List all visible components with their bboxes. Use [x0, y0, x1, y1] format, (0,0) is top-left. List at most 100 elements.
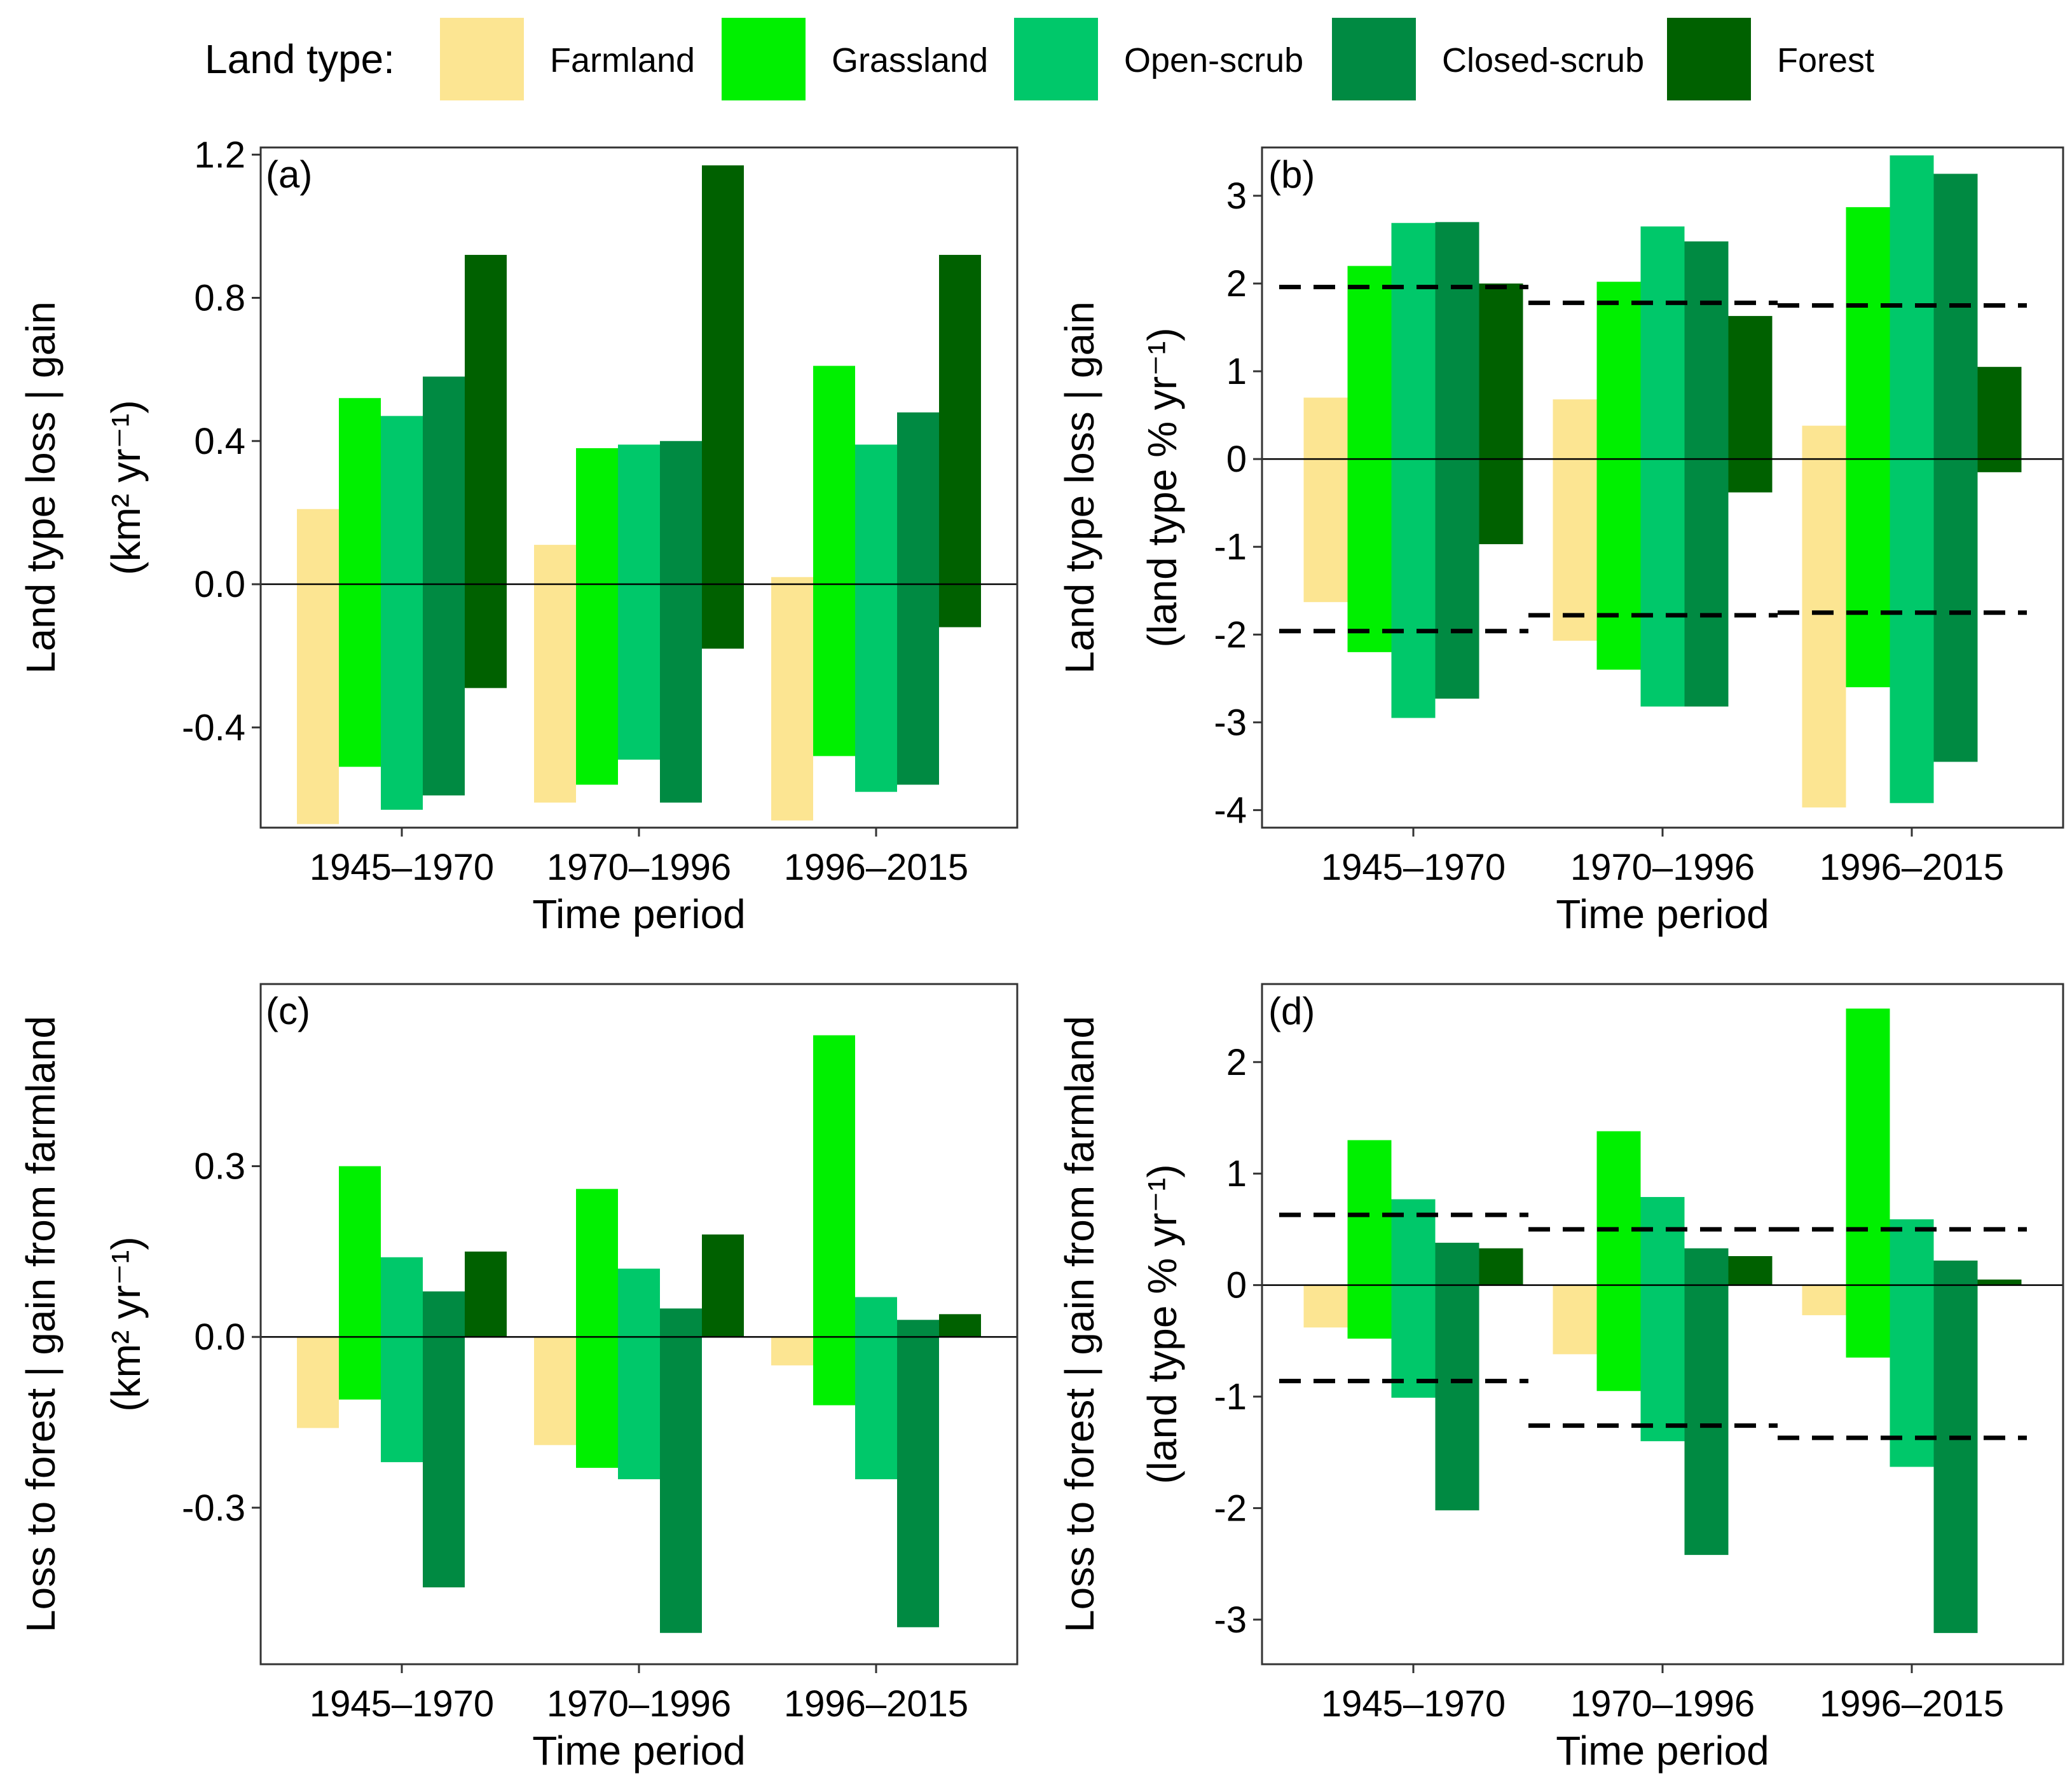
bar-c-forest-gain-0 — [465, 1251, 507, 1337]
bar-b-open-scrub-loss-0 — [1391, 459, 1436, 718]
ytick-label-d-3: 0 — [1226, 1265, 1247, 1306]
bar-a-forest-gain-0 — [465, 254, 507, 585]
bar-c-open-scrub-gain-1 — [618, 1268, 660, 1337]
bar-c-open-scrub-loss-2 — [855, 1337, 897, 1479]
xtick-label-a-0: 1945–1970 — [310, 847, 494, 888]
bar-a-forest-gain-2 — [939, 254, 981, 585]
ytick-label-a-2: 0.4 — [194, 421, 245, 462]
bar-d-open-scrub-gain-1 — [1640, 1197, 1685, 1285]
bar-b-grassland-loss-1 — [1596, 459, 1641, 670]
bar-b-open-scrub-gain-1 — [1640, 226, 1685, 460]
bar-d-open-scrub-loss-1 — [1640, 1285, 1685, 1442]
ytick-label-b-6: 2 — [1226, 263, 1247, 304]
bar-b-forest-loss-1 — [1728, 459, 1773, 493]
panel-c-xlabel: Time period — [532, 1728, 746, 1774]
bar-a-grassland-loss-2 — [813, 584, 855, 756]
bar-c-open-scrub-loss-0 — [381, 1337, 423, 1463]
panel-c-ylabel-line1: Loss to forest | gain from farmland — [18, 1016, 64, 1632]
bar-d-forest-gain-1 — [1728, 1256, 1773, 1285]
bar-b-grassland-loss-0 — [1347, 459, 1392, 652]
xtick-label-d-2: 1996–2015 — [1820, 1683, 2004, 1725]
bar-a-closed-scrub-gain-1 — [660, 441, 702, 585]
bar-d-grassland-loss-1 — [1596, 1285, 1641, 1392]
xtick-label-b-1: 1970–1996 — [1570, 847, 1755, 888]
bar-b-open-scrub-loss-1 — [1640, 459, 1685, 707]
ytick-label-b-1: -3 — [1214, 702, 1247, 743]
bar-b-forest-gain-0 — [1479, 284, 1523, 460]
bar-a-grassland-loss-0 — [339, 584, 381, 767]
bar-d-closed-scrub-loss-1 — [1684, 1285, 1729, 1556]
bar-a-forest-loss-2 — [939, 584, 981, 627]
bar-a-open-scrub-gain-1 — [618, 444, 660, 585]
bar-b-forest-loss-2 — [1977, 459, 2022, 472]
xtick-label-a-2: 1996–2015 — [784, 847, 968, 888]
xtick-label-c-2: 1996–2015 — [784, 1683, 968, 1725]
ytick-label-d-0: -3 — [1214, 1599, 1247, 1641]
panel-d-frame — [1261, 983, 2064, 1665]
bar-b-closed-scrub-gain-0 — [1435, 222, 1479, 460]
ytick-label-b-2: -2 — [1214, 614, 1247, 655]
bar-c-forest-gain-2 — [939, 1314, 981, 1337]
bar-a-open-scrub-loss-2 — [855, 584, 897, 792]
xtick-label-d-1: 1970–1996 — [1570, 1683, 1755, 1725]
bar-c-closed-scrub-gain-1 — [660, 1308, 702, 1337]
xtick-label-a-1: 1970–1996 — [547, 847, 731, 888]
panel-b-xlabel: Time period — [1556, 891, 1769, 937]
bar-a-grassland-gain-0 — [339, 398, 381, 585]
bar-a-open-scrub-gain-0 — [381, 416, 423, 585]
panel-b-frame — [1261, 146, 2064, 829]
bar-b-farmland-gain-2 — [1802, 425, 1846, 460]
ytick-label-b-3: -1 — [1214, 526, 1247, 568]
bar-d-open-scrub-gain-0 — [1391, 1199, 1436, 1285]
panel-a: (a) Time period Land type loss | gain (k… — [18, 134, 1019, 937]
bar-b-farmland-loss-2 — [1802, 459, 1846, 808]
bar-d-closed-scrub-loss-0 — [1435, 1285, 1479, 1510]
bar-a-closed-scrub-gain-2 — [897, 412, 939, 585]
bar-c-closed-scrub-gain-0 — [423, 1291, 465, 1337]
bar-b-closed-scrub-loss-0 — [1435, 459, 1479, 699]
bar-c-closed-scrub-loss-2 — [897, 1337, 939, 1627]
panel-d-xlabel: Time period — [1556, 1728, 1769, 1774]
bar-c-farmland-loss-2 — [771, 1337, 813, 1365]
bar-d-grassland-loss-2 — [1846, 1285, 1890, 1358]
legend-label-open-scrub: Open-scrub — [1124, 41, 1303, 79]
bar-c-open-scrub-loss-1 — [618, 1337, 660, 1479]
bar-c-forest-gain-1 — [702, 1234, 744, 1337]
bar-a-forest-gain-1 — [702, 165, 744, 585]
panel-b-tag: (b) — [1268, 153, 1315, 196]
bar-c-grassland-gain-0 — [339, 1166, 381, 1337]
legend-key-open-scrub — [1014, 18, 1098, 100]
panel-a-xlabel: Time period — [532, 891, 746, 937]
bar-c-farmland-loss-0 — [297, 1337, 339, 1428]
bar-d-forest-gain-0 — [1479, 1248, 1523, 1285]
bar-c-farmland-loss-1 — [534, 1337, 576, 1446]
ytick-label-c-0: -0.3 — [182, 1488, 245, 1529]
ytick-label-b-7: 3 — [1226, 175, 1247, 217]
panel-d-tag: (d) — [1268, 990, 1315, 1032]
ytick-label-d-2: -1 — [1214, 1376, 1247, 1418]
ytick-label-a-1: 0.0 — [194, 564, 245, 605]
legend-key-forest — [1667, 18, 1751, 100]
panel-c-frame — [259, 983, 1019, 1665]
legend-label-closed-scrub: Closed-scrub — [1442, 41, 1644, 79]
legend-key-closed-scrub — [1332, 18, 1416, 100]
bar-a-closed-scrub-loss-0 — [423, 584, 465, 796]
bar-d-grassland-gain-2 — [1846, 1008, 1890, 1285]
bar-d-forest-gain-2 — [1977, 1279, 2022, 1285]
bar-b-closed-scrub-gain-1 — [1684, 241, 1729, 460]
ytick-label-d-5: 2 — [1226, 1042, 1247, 1083]
bar-b-farmland-gain-0 — [1303, 397, 1348, 460]
ytick-label-a-3: 0.8 — [194, 278, 245, 319]
bar-c-closed-scrub-loss-1 — [660, 1337, 702, 1633]
bar-a-forest-loss-1 — [702, 584, 744, 649]
bar-d-grassland-gain-0 — [1347, 1140, 1392, 1285]
bar-d-grassland-loss-0 — [1347, 1285, 1392, 1339]
ytick-label-c-1: 0.0 — [194, 1317, 245, 1358]
xtick-label-d-0: 1945–1970 — [1321, 1683, 1506, 1725]
ytick-label-b-0: -4 — [1214, 790, 1247, 831]
panel-d-ylabel-line1: Loss to forest | gain from farmland — [1057, 1016, 1102, 1632]
bar-d-farmland-loss-1 — [1553, 1285, 1597, 1355]
bar-d-closed-scrub-gain-0 — [1435, 1242, 1479, 1285]
bar-c-grassland-loss-2 — [813, 1337, 855, 1405]
panel-a-tag: (a) — [266, 153, 312, 196]
